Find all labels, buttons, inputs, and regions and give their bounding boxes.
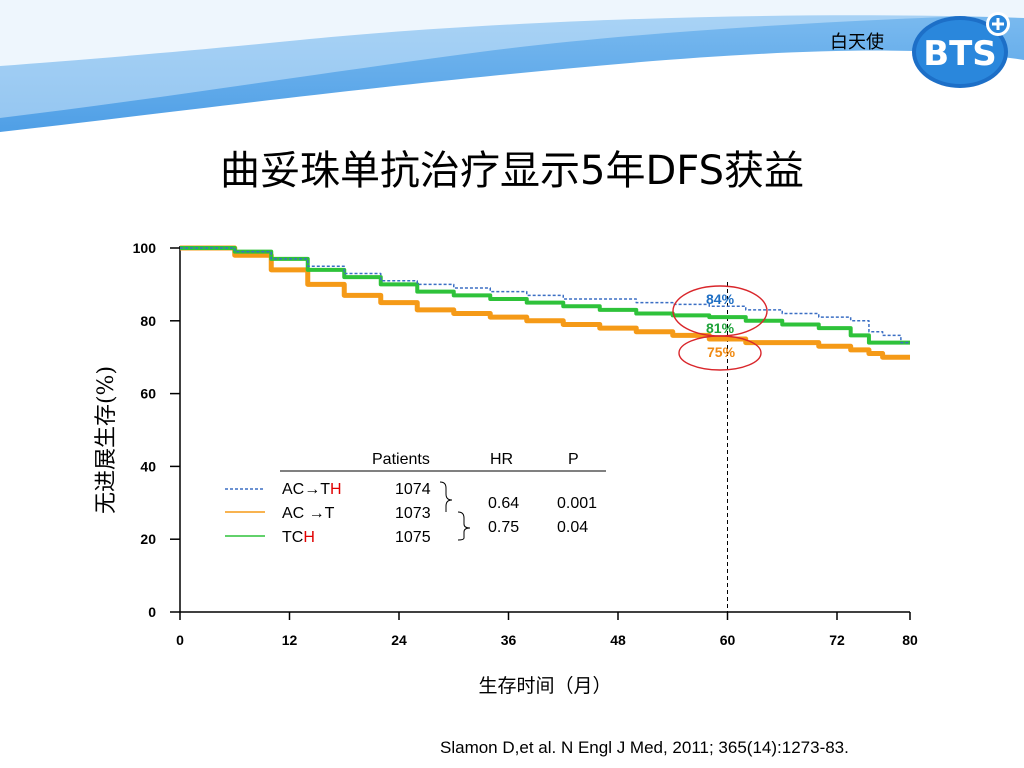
series-line-2 xyxy=(180,246,910,345)
x-tick-label: 24 xyxy=(391,632,407,648)
brand-text: 白天使 xyxy=(830,32,884,53)
legend-table: Patients HR P AC→TH AC →T TCH 1074 1073 … xyxy=(225,451,606,546)
legend-hr-2: 0.75 xyxy=(488,519,519,536)
y-tick-label: 100 xyxy=(133,240,157,256)
citation: Slamon D,et al. N Engl J Med, 2011; 365(… xyxy=(440,738,849,757)
legend-header-hr: HR xyxy=(490,451,513,468)
y-tick-label: 0 xyxy=(148,604,156,620)
y-axis-label: 无进展生存(%) xyxy=(94,366,119,514)
legend-header-patients: Patients xyxy=(372,451,430,468)
series-line-1 xyxy=(180,245,910,360)
legend-p-2: 0.04 xyxy=(557,519,588,536)
legend-hr-1: 0.64 xyxy=(488,495,519,512)
legend-patients-ac-t: 1073 xyxy=(395,505,431,522)
legend-header-p: P xyxy=(568,451,579,468)
y-tick-label: 40 xyxy=(140,458,156,474)
logo-text: BTS xyxy=(923,34,997,74)
highlight-circle-lower xyxy=(678,335,762,371)
legend-bracket-lower xyxy=(457,511,471,541)
legend-patients-act-h: 1074 xyxy=(395,481,431,498)
km-chart: 0 20 40 60 80 100 0 12 24 36 48 60 72 80 84% 81% 75%… xyxy=(94,240,918,697)
x-tick-label: 12 xyxy=(282,632,298,648)
header-band xyxy=(0,0,1024,132)
legend-bracket-upper xyxy=(439,481,453,512)
legend-p-1: 0.001 xyxy=(557,495,597,512)
x-tick-label: 60 xyxy=(720,632,736,648)
x-tick-label: 72 xyxy=(829,632,845,648)
legend-patients-tch: 1075 xyxy=(395,529,431,546)
x-tick-label: 80 xyxy=(902,632,918,648)
x-tick-label: 0 xyxy=(176,632,184,648)
annotation-act-h: 84% xyxy=(706,291,735,307)
x-tick-label: 36 xyxy=(501,632,517,648)
y-tick-label: 20 xyxy=(140,531,156,547)
annotation-ac-t: 75% xyxy=(707,344,736,360)
y-tick-label: 60 xyxy=(140,386,156,402)
x-tick-label: 48 xyxy=(610,632,626,648)
annotation-tch: 81% xyxy=(706,320,735,336)
bts-logo: BTS xyxy=(912,12,1010,88)
legend-label-act-h: AC→TH xyxy=(282,481,342,498)
legend-label-ac-t: AC →T xyxy=(282,505,335,522)
legend-label-tch: TCH xyxy=(282,529,315,546)
page-title: 曲妥珠单抗治疗显示5年DFS获益 xyxy=(220,148,804,194)
series-line-0 xyxy=(180,247,910,344)
x-axis-label: 生存时间（月） xyxy=(478,675,611,697)
y-tick-label: 80 xyxy=(140,313,156,329)
